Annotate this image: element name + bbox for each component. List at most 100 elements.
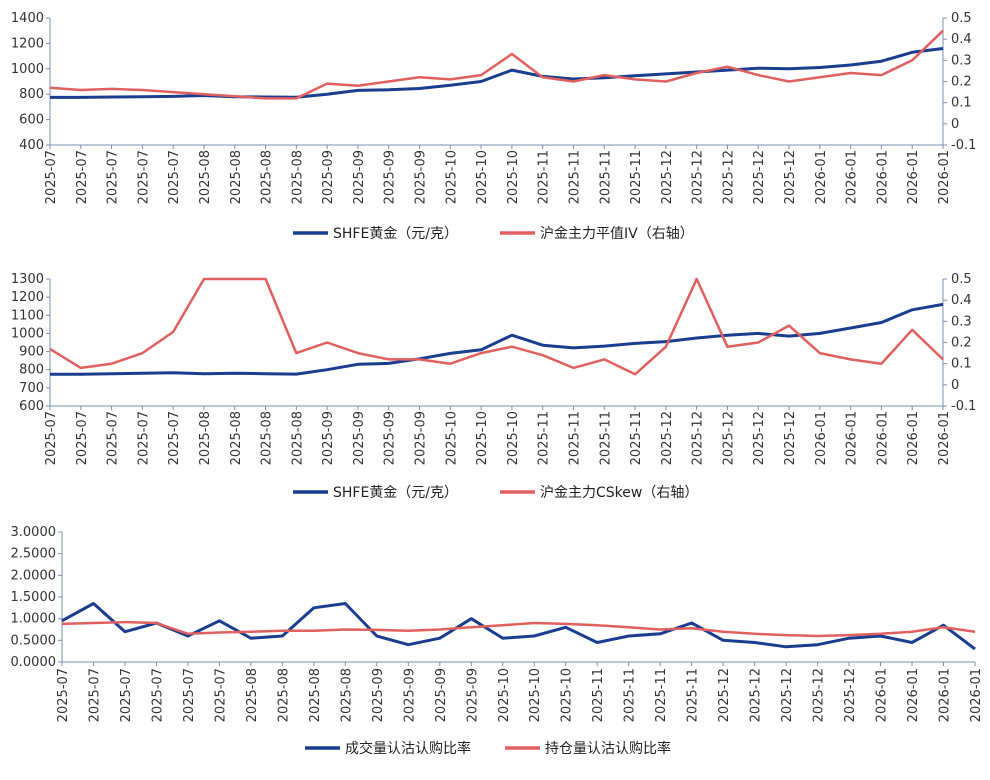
chart2-x-tick-label: 2025-08 xyxy=(229,411,244,465)
chart2-x-tick-label: 2025-11 xyxy=(537,411,552,465)
chart2-x-tick-label: 2025-09 xyxy=(321,411,336,465)
chart1-right-tick-label: 0.2 xyxy=(951,75,972,90)
chart2-right-tick-label: 0.3 xyxy=(951,314,972,329)
chart2-left-tick-label: 1200 xyxy=(11,290,44,305)
chart1-left-tick-label: 1400 xyxy=(11,11,44,26)
chart1-x-tick-label: 2025-10 xyxy=(444,150,459,204)
chart1-x-tick-label: 2025-08 xyxy=(290,150,305,204)
chart3-x-tick-label: 2025-08 xyxy=(276,668,291,722)
chart2-right-tick-label: 0.5 xyxy=(951,272,972,287)
chart3-x-tick-label: 2025-12 xyxy=(843,668,858,722)
chart3-x-tick-label: 2025-07 xyxy=(56,668,71,722)
chart2-x-tick-label: 2025-07 xyxy=(167,411,182,465)
chart3-series-1-line xyxy=(61,602,976,651)
chart1-x-tick-label: 2025-09 xyxy=(383,150,398,204)
chart2-x-tick-label: 2025-10 xyxy=(475,411,490,465)
chart1-x-tick-label: 2025-12 xyxy=(752,150,767,204)
chart2-x-tick-label: 2026-01 xyxy=(814,411,829,465)
chart3-legend-label-1: 成交量认沽认购比率 xyxy=(345,740,471,757)
chart2-x-tick-label: 2025-12 xyxy=(721,411,736,465)
chart3-x-tick-label: 2025-11 xyxy=(654,668,669,722)
chart1-x-tick-label: 2025-09 xyxy=(414,150,429,204)
chart2-series-1-line xyxy=(50,302,944,376)
chart3-left-tick-label: 1.0000 xyxy=(11,612,57,627)
chart2-x-tick-label: 2025-08 xyxy=(198,411,213,465)
chart2-x-tick-label: 2025-07 xyxy=(44,411,59,465)
chart1-right-tick-label: 0.3 xyxy=(951,53,972,68)
chart3-left-tick-label: 2.0000 xyxy=(11,568,57,583)
chart1-x-tick-label: 2025-12 xyxy=(721,150,736,204)
chart3-left-tick-label: 2.5000 xyxy=(11,547,57,562)
chart1-x-tick-label: 2026-01 xyxy=(906,150,921,204)
chart2-x-tick-label: 2025-09 xyxy=(352,411,367,465)
chart2-x-tick-label: 2025-12 xyxy=(691,411,706,465)
chart3-x-tick-label: 2025-07 xyxy=(119,668,134,722)
chart1-legend-label-1: SHFE黄金（元/克） xyxy=(333,225,458,242)
chart3-x-tick-label: 2025-08 xyxy=(308,668,323,722)
chart2-x-tick-label: 2025-09 xyxy=(414,411,429,465)
chart1-left-tick-label: 600 xyxy=(19,113,44,128)
chart2-left-tick-label: 900 xyxy=(19,345,44,360)
chart1-x-tick-label: 2025-07 xyxy=(44,150,59,204)
chart2-right-tick-label: 0.1 xyxy=(951,357,972,372)
chart2-x-tick-label: 2025-11 xyxy=(598,411,613,465)
chart2-series-2-line xyxy=(49,277,944,376)
chart3-x-tick-label: 2026-01 xyxy=(938,668,953,722)
chart2-right-tick-label: 0 xyxy=(951,378,959,393)
chart1-right-tick-label: 0.4 xyxy=(951,32,972,47)
chart3-legend-label-2: 持仓量认沽认购比率 xyxy=(545,740,671,757)
chart2-right-tick-label: -0.1 xyxy=(951,399,976,414)
chart2-x-tick-label: 2025-12 xyxy=(660,411,675,465)
chart1-x-tick-label: 2025-07 xyxy=(136,150,151,204)
chart2-x-tick-label: 2025-07 xyxy=(75,411,90,465)
chart3-x-tick-label: 2025-07 xyxy=(87,668,102,722)
chart3-x-tick-label: 2025-07 xyxy=(213,668,228,722)
chart3-x-tick-label: 2025-09 xyxy=(465,668,480,722)
chart1-right-tick-label: 0 xyxy=(951,117,959,132)
chart3-x-tick-label: 2026-01 xyxy=(875,668,890,722)
chart1-x-tick-label: 2026-01 xyxy=(814,150,829,204)
chart3-x-tick-label: 2025-10 xyxy=(497,668,512,722)
chart1-x-tick-label: 2025-12 xyxy=(691,150,706,204)
chart2-x-tick-label: 2026-01 xyxy=(937,411,952,465)
chart1-x-tick-label: 2025-10 xyxy=(506,150,521,204)
chart1-x-tick-label: 2026-01 xyxy=(937,150,952,204)
chart3-x-tick-label: 2025-12 xyxy=(812,668,827,722)
chart3-left-tick-label: 3.0000 xyxy=(11,525,57,540)
chart2-x-tick-label: 2025-11 xyxy=(629,411,644,465)
chart2-x-tick-label: 2026-01 xyxy=(875,411,890,465)
chart3-x-tick-label: 2025-10 xyxy=(560,668,575,722)
chart1-x-tick-label: 2025-08 xyxy=(198,150,213,204)
chart3-x-tick-label: 2025-08 xyxy=(339,668,354,722)
chart2-left-tick-label: 1300 xyxy=(11,272,44,287)
chart1-x-tick-label: 2025-11 xyxy=(567,150,582,204)
chart3-series-2-line xyxy=(61,620,976,638)
chart1-x-tick-label: 2025-08 xyxy=(260,150,275,204)
chart3-x-tick-label: 2025-08 xyxy=(245,668,260,722)
chart1-right-tick-label: 0.1 xyxy=(951,96,972,111)
chart2-x-tick-label: 2025-10 xyxy=(506,411,521,465)
chart1-x-tick-label: 2025-09 xyxy=(352,150,367,204)
chart1-x-tick-label: 2025-10 xyxy=(475,150,490,204)
chart2-x-tick-label: 2025-07 xyxy=(106,411,121,465)
chart3-x-tick-label: 2025-09 xyxy=(402,668,417,722)
chart3-x-tick-label: 2025-09 xyxy=(434,668,449,722)
chart2-legend-label-2: 沪金主力CSkew（右轴） xyxy=(540,485,698,501)
chart3-x-tick-label: 2025-11 xyxy=(623,668,638,722)
chart2-right-tick-label: 0.2 xyxy=(951,336,972,351)
chart2-left-tick-label: 700 xyxy=(19,381,44,396)
chart1-x-tick-label: 2025-07 xyxy=(167,150,182,204)
chart1-left-tick-label: 1200 xyxy=(11,36,44,51)
chart1-x-tick-label: 2025-11 xyxy=(629,150,644,204)
chart1-x-tick-label: 2026-01 xyxy=(875,150,890,204)
chart1-left-tick-label: 400 xyxy=(19,138,44,153)
chart1-right-tick-label: -0.1 xyxy=(951,138,976,153)
chart3-left-tick-label: 0.0000 xyxy=(11,655,57,670)
chart3-x-tick-label: 2026-01 xyxy=(906,668,921,722)
chart2-left-tick-label: 800 xyxy=(19,363,44,378)
chart3-x-tick-label: 2025-11 xyxy=(591,668,606,722)
chart1-x-tick-label: 2025-12 xyxy=(783,150,798,204)
chart1-right-tick-label: 0.5 xyxy=(951,11,972,26)
chart1-x-tick-label: 2025-07 xyxy=(106,150,121,204)
